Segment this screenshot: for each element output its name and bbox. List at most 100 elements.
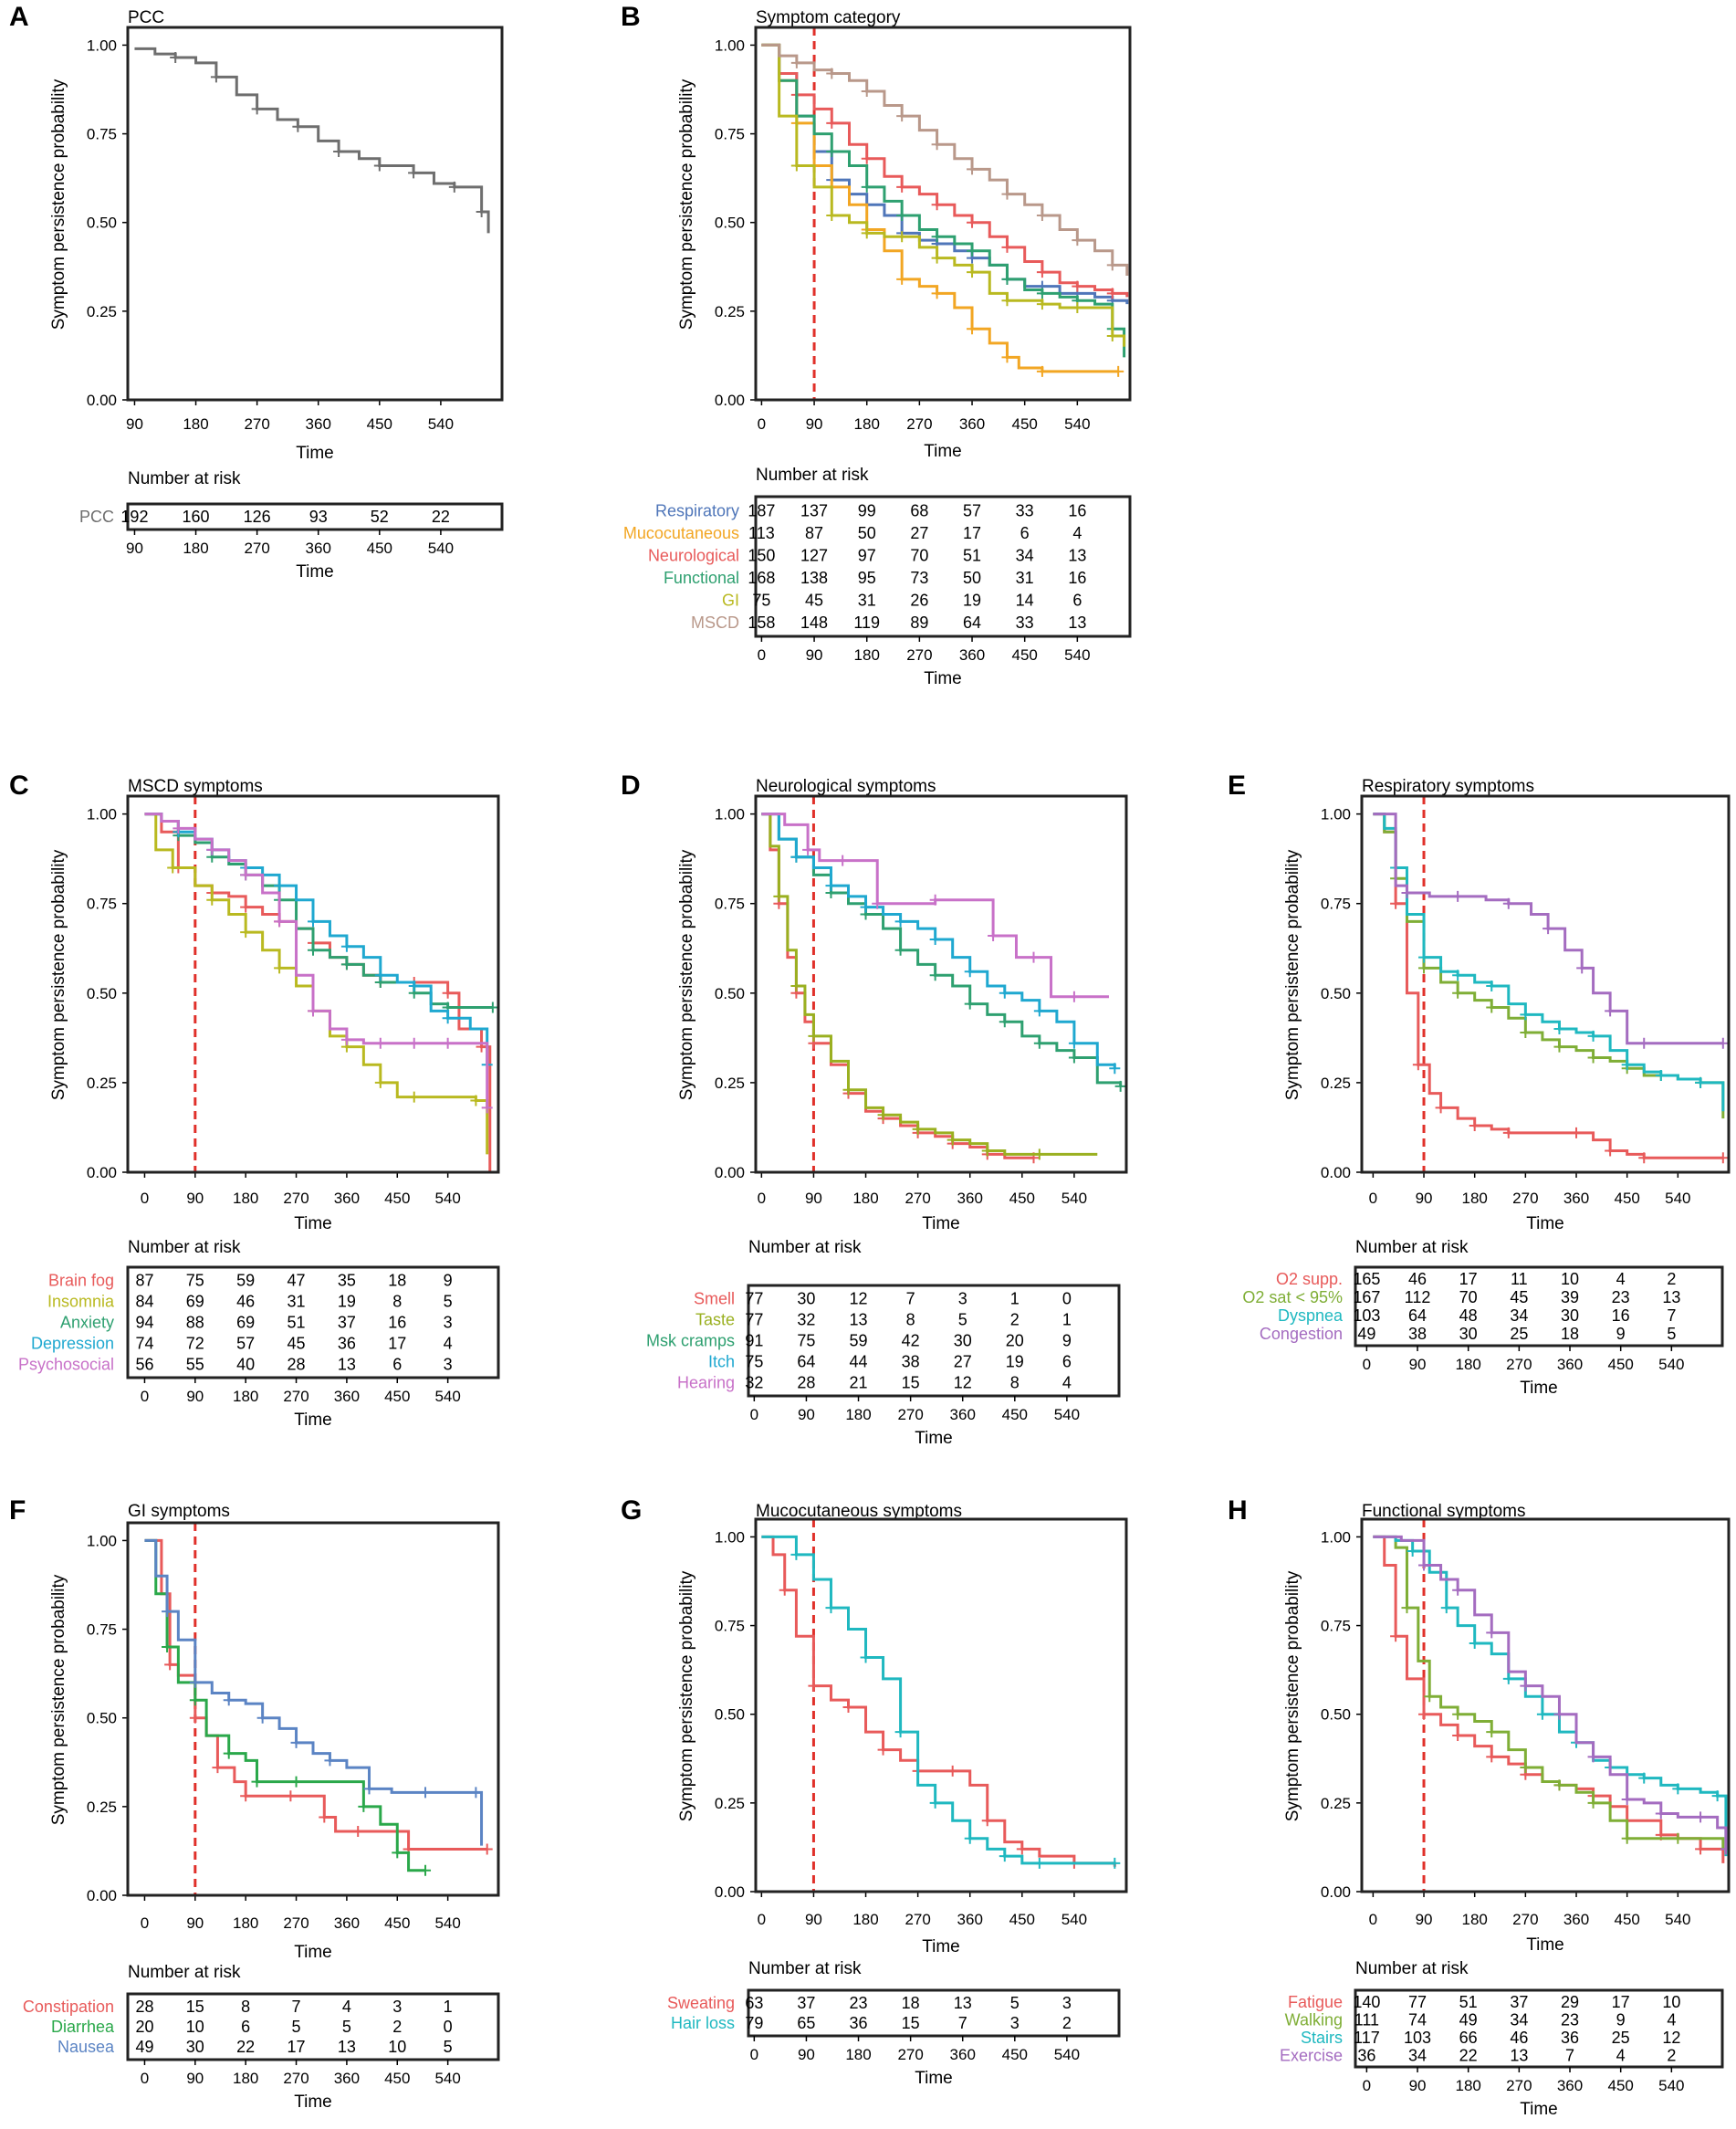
x-axis-label: Time [922,1937,960,1956]
risk-count: 37 [797,1994,815,2012]
censor-mark [1424,1691,1436,1703]
risk-row-label: MSCD [691,614,739,632]
censor-mark [790,57,802,68]
risk-count: 49 [1357,1325,1375,1343]
censor-mark [358,1800,370,1812]
x-tick-label: 270 [244,415,269,433]
risk-count: 22 [1459,2046,1478,2064]
panel-letter: E [1228,771,1246,801]
censor-mark [1072,280,1083,292]
risk-count: 49 [1459,2010,1478,2029]
risk-count: 77 [745,1290,763,1308]
censor-mark [1452,1730,1464,1742]
panel-e: E Respiratory symptoms 0.00 0.25 0.50 0.75 1.0… [1228,771,1731,1398]
risk-count: 30 [954,1332,972,1350]
censor-mark [476,206,487,218]
y-tick-label: 0.50 [1321,1706,1351,1724]
x-axis-label: Time [296,444,334,463]
risk-count: 12 [850,1290,868,1308]
censor-mark [1638,1152,1650,1164]
risk-count: 36 [338,1335,356,1353]
censor-mark [333,146,345,157]
y-tick-label: 1.00 [1321,806,1351,823]
x-tick-label: 0 [758,415,766,433]
x-axis-label: Time [294,1214,332,1233]
censor-mark [946,1134,958,1146]
risk-table-title: Number at risk [1355,1238,1469,1257]
risk-x-tick-label: 540 [1658,1356,1684,1373]
censor-mark [988,930,999,942]
censor-mark [1068,1037,1080,1049]
censor-mark [1033,1857,1045,1869]
censor-mark [929,970,941,981]
risk-count: 88 [186,1314,204,1332]
censor-mark [1655,1808,1667,1820]
x-tick-label: 450 [1614,1911,1639,1928]
risk-count: 40 [236,1356,255,1374]
risk-count: 8 [1010,1374,1020,1392]
risk-count: 13 [338,2038,356,2056]
risk-count: 69 [236,1314,255,1332]
risk-count: 138 [800,569,828,587]
risk-count: 20 [1006,1332,1024,1350]
risk-count: 117 [1354,2029,1380,2047]
censor-mark [1036,209,1048,221]
y-tick-label: 0.50 [87,1710,117,1727]
censor-mark [206,894,218,906]
risk-table [754,495,1132,638]
x-tick-label: 360 [306,415,331,433]
risk-count: 91 [745,1332,763,1350]
censor-mark [1418,962,1430,974]
censor-mark [1113,365,1124,377]
x-tick-label: 270 [906,415,932,433]
censor-mark [790,1548,802,1560]
risk-count: 55 [186,1356,204,1374]
risk-count: 28 [288,1356,306,1374]
risk-count: 7 [958,2014,967,2032]
y-tick-label: 1.00 [715,806,745,823]
risk-table-title: Number at risk [756,466,869,485]
censor-mark [240,869,252,881]
x-tick-label: 180 [233,1190,258,1207]
censor-mark [1440,1602,1452,1614]
x-tick-label: 540 [1665,1911,1690,1928]
risk-x-tick-label: 180 [845,2046,871,2063]
y-axis-label: Symptom persistence probability [677,79,696,330]
x-tick-label: 540 [434,1914,460,1932]
risk-count: 84 [135,1293,153,1311]
risk-row-label: Diarrhea [51,2018,115,2036]
censor-mark [981,1145,993,1157]
risk-count: 14 [1016,591,1034,609]
censor-mark [1106,288,1118,299]
risk-x-tick-label: 540 [1658,2077,1684,2094]
censor-mark [1502,897,1514,909]
series-o2-supp- [1373,813,1729,1164]
y-tick-label: 0.00 [1321,1883,1351,1901]
censor-mark [1553,1708,1565,1720]
risk-count: 87 [805,524,823,542]
plot-frame [126,1521,500,1897]
risk-count: 59 [850,1332,868,1350]
x-tick-label: 360 [959,415,985,433]
risk-count: 10 [186,2018,204,2036]
risk-count: 33 [1016,614,1034,632]
plot-frame [126,26,504,402]
plot-frame [754,1517,1128,1893]
risk-count: 3 [1062,1994,1072,2012]
risk-x-tick-label: 0 [141,1388,149,1405]
x-tick-label: 450 [1009,1911,1035,1928]
risk-x-tick-label: 0 [141,2070,149,2087]
risk-x-axis-label: Time [1520,1379,1558,1398]
survival-curve [144,813,493,1009]
censor-mark [1543,923,1554,935]
risk-row-label: Nausea [58,2038,115,2056]
risk-count: 0 [1062,1290,1072,1308]
risk-count: 2 [1062,2014,1072,2032]
risk-count: 94 [135,1314,153,1332]
series-o2-sat-95- [1373,813,1725,1119]
censor-mark [481,1102,493,1114]
risk-count: 70 [1459,1288,1478,1306]
risk-row-label: Hair loss [671,2014,735,2032]
survival-curve [761,43,1126,358]
risk-count: 50 [858,524,876,542]
